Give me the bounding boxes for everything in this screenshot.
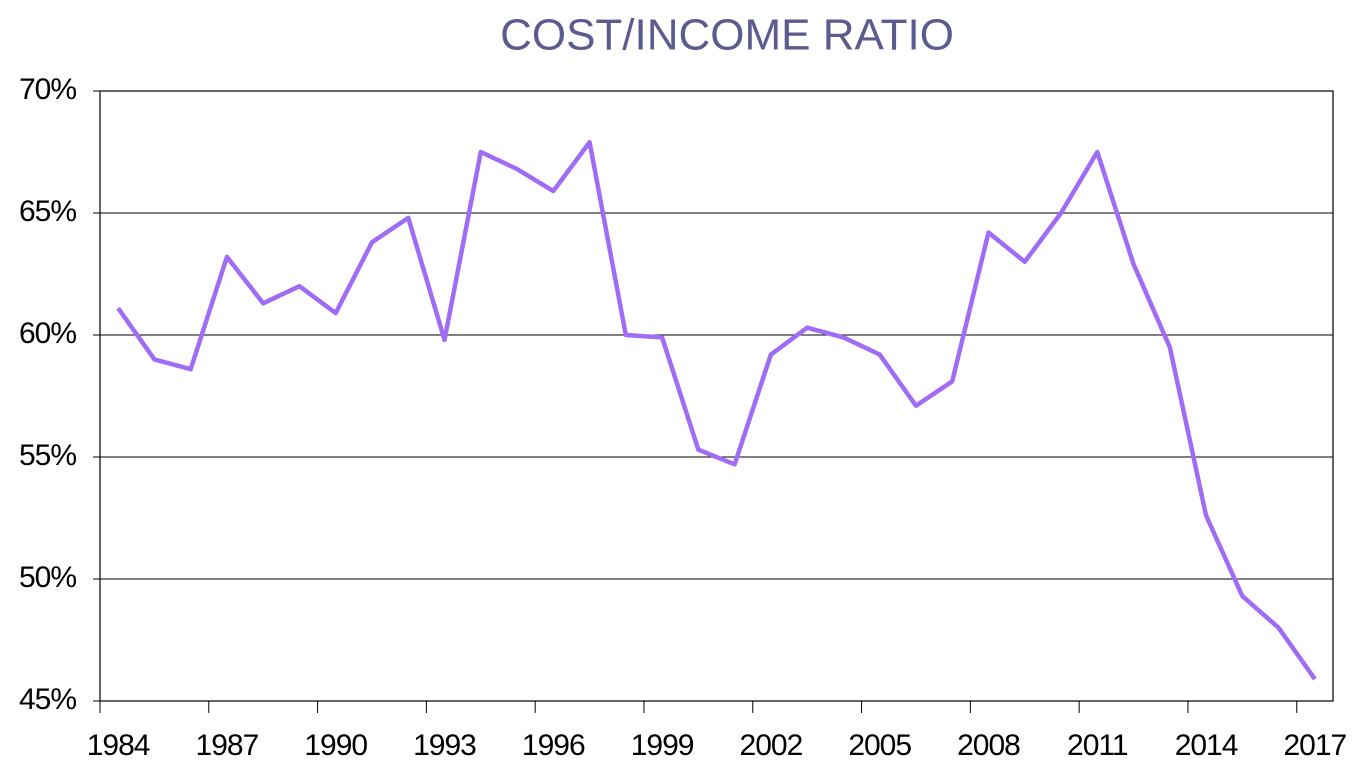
x-tick-label: 1999 — [631, 729, 694, 762]
plot-border — [99, 90, 1334, 702]
y-tick-label: 55% — [19, 439, 76, 472]
x-tick-label: 1987 — [196, 729, 259, 762]
y-tick-label: 45% — [19, 683, 76, 716]
x-tick-label: 1984 — [87, 729, 150, 762]
x-tick-label: 1993 — [413, 729, 476, 762]
x-tick-label: 1996 — [522, 729, 585, 762]
x-tick-label: 2005 — [848, 729, 911, 762]
y-tick-label: 50% — [19, 561, 76, 594]
y-tick-label: 60% — [19, 317, 76, 350]
y-tick-label: 70% — [19, 73, 76, 106]
x-tick-label: 2002 — [740, 729, 803, 762]
data-line — [116, 139, 1317, 681]
x-tick-label: 2008 — [957, 729, 1020, 762]
y-tick-label: 65% — [19, 195, 76, 228]
x-tick-label: 2011 — [1067, 729, 1128, 762]
x-tick-label: 1990 — [304, 729, 367, 762]
chart-title: COST/INCOME RATIO — [500, 11, 954, 60]
x-tick-label: 2014 — [1175, 729, 1238, 762]
x-tick-label: 2017 — [1283, 729, 1346, 762]
